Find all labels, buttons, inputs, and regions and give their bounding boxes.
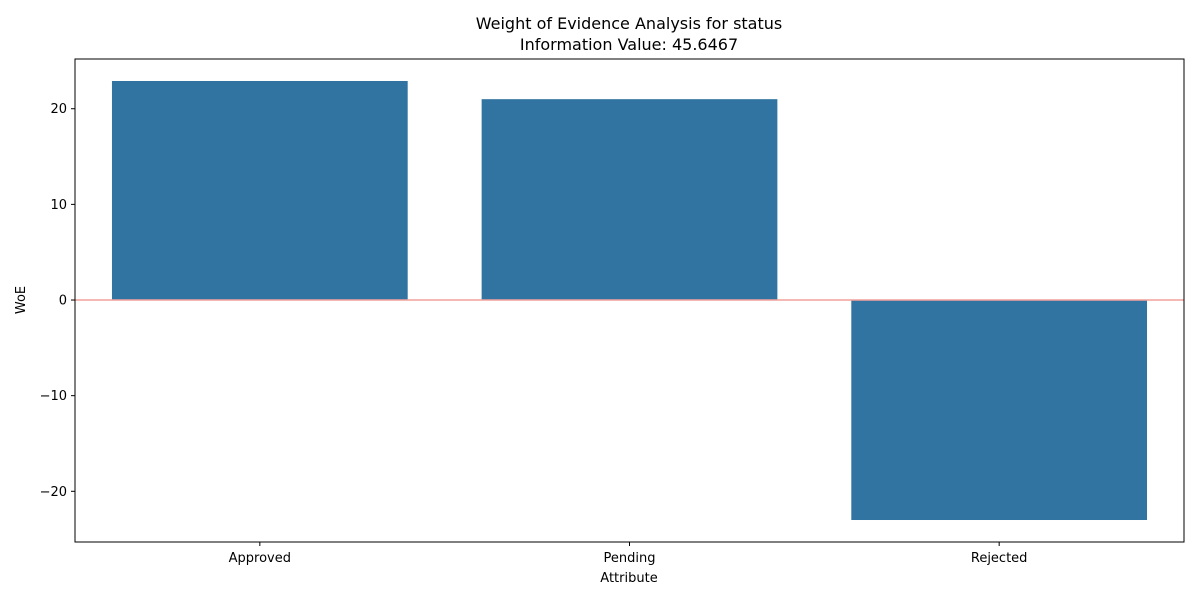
y-tick-label: −10 (40, 389, 67, 404)
x-tick-label: Rejected (971, 551, 1028, 566)
y-axis-label: WoE (14, 286, 29, 314)
bar-rejected (851, 300, 1148, 521)
y-tick-label: 10 (50, 198, 67, 213)
bars-layer (111, 80, 1148, 521)
chart-title: Weight of Evidence Analysis for status (476, 14, 782, 33)
bar-pending (481, 99, 778, 301)
chart-subtitle: Information Value: 45.6467 (520, 35, 738, 54)
x-axis: Approved Pending Rejected (229, 542, 1028, 566)
y-tick-label: 0 (59, 294, 67, 309)
bar-approved (111, 80, 408, 301)
y-axis: −20 −10 0 10 20 (40, 102, 75, 500)
y-tick-label: −20 (40, 485, 67, 500)
x-tick-label: Pending (604, 551, 656, 566)
y-tick-label: 20 (50, 102, 67, 117)
x-axis-label: Attribute (600, 571, 657, 586)
x-tick-label: Approved (229, 551, 291, 566)
